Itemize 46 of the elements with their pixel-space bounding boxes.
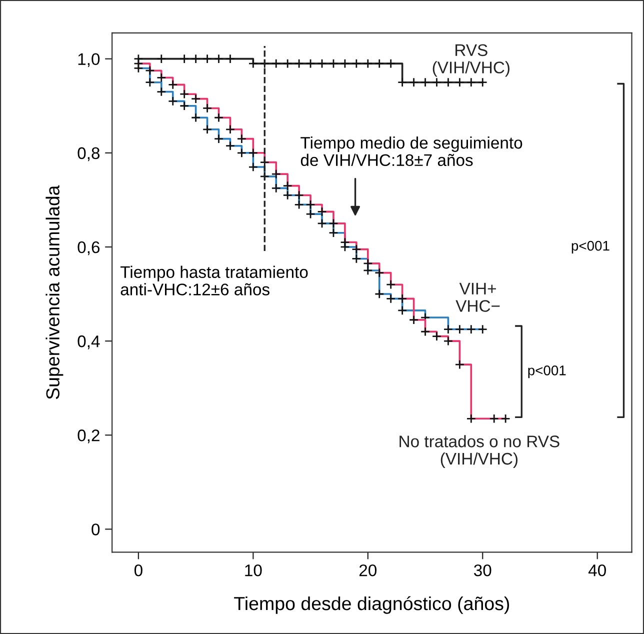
point — [179, 54, 190, 64]
series-label: RVS (VIH/VHC) — [432, 44, 510, 77]
series-label: VIH+ VHC− — [456, 282, 500, 312]
y-axis-title: Supervivencia acumulada — [46, 185, 64, 400]
point — [306, 58, 316, 68]
point — [352, 58, 362, 68]
point — [282, 58, 292, 68]
x-tick-label: 30 — [474, 564, 492, 576]
annotation: Tiempo hasta tratamiento anti-VHC:12±6 años — [120, 266, 308, 296]
series-label: No tratados o no RVS (VIH/VHC) — [400, 435, 560, 468]
point — [408, 77, 419, 88]
point — [190, 54, 201, 64]
point — [248, 58, 258, 68]
y-tick-label: 0,4 — [78, 335, 100, 350]
point — [386, 58, 396, 68]
y-tick-label: 0,2 — [78, 430, 100, 444]
annotation: p<001 — [528, 366, 566, 378]
x-axis-title: Tiempo desde diagnóstico (años) — [234, 596, 510, 614]
annotation: Tiempo medio de seguimiento de VIH/VHC:18±7 años — [300, 136, 522, 166]
point — [225, 54, 236, 64]
point — [478, 77, 488, 88]
point — [294, 58, 304, 68]
point — [397, 77, 408, 88]
x-tick-label: 20 — [359, 564, 377, 576]
y-tick-label: 0,6 — [78, 241, 100, 256]
x-tick-label: 10 — [245, 564, 262, 576]
x-tick-label: 0 — [134, 564, 142, 576]
point — [363, 58, 373, 68]
point — [328, 58, 338, 68]
point — [156, 54, 166, 64]
point — [454, 77, 465, 88]
point — [214, 54, 224, 64]
y-tick-label: 1,0 — [78, 53, 100, 68]
y-tick-label: 0 — [92, 524, 100, 536]
y-tick-label: 0,8 — [78, 147, 100, 162]
point — [271, 58, 281, 68]
point — [202, 54, 212, 64]
point — [374, 58, 384, 68]
point — [340, 58, 350, 68]
x-tick-label: 40 — [588, 564, 606, 576]
point — [443, 77, 454, 88]
annotation: p<001 — [572, 240, 610, 254]
point — [420, 77, 430, 88]
point — [432, 77, 442, 88]
point — [466, 77, 476, 88]
point — [317, 58, 327, 68]
